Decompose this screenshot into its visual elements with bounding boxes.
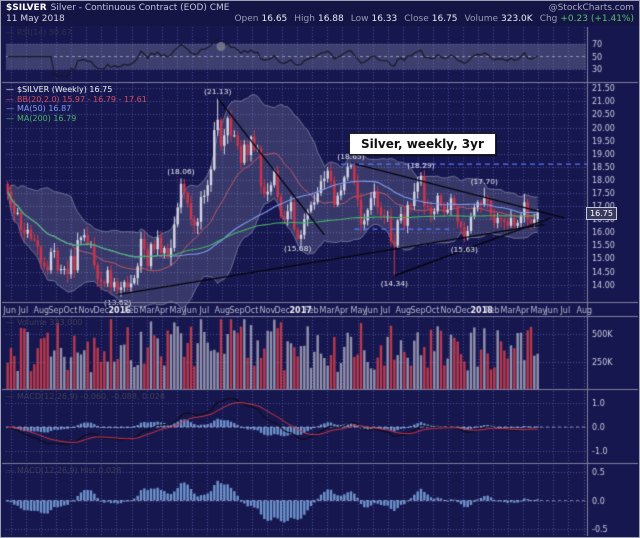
watermark: @StockCharts.com [548, 3, 634, 13]
quote-label: Low [350, 14, 369, 24]
quote-value: +0.23 (+1.41%) [560, 14, 634, 24]
quote-label: High [294, 14, 315, 24]
chart-canvas [2, 27, 638, 536]
chart-header: $SILVER Silver - Continuous Contract (EO… [1, 1, 639, 26]
quote-label: Volume [464, 14, 499, 24]
quote-strip: Open 16.65 High 16.88 Low 16.33 Close 16.75 Volu… [227, 14, 634, 25]
quote-label: Open [234, 14, 259, 24]
chart-date: 11 May 2018 [6, 14, 65, 24]
quote-value: 16.65 [261, 14, 288, 24]
ticker-symbol: $SILVER [6, 3, 47, 13]
quote-value: 16.33 [371, 14, 398, 24]
quote-label: Close [404, 14, 429, 24]
chart-title: Silver - Continuous Contract (EOD) CME [50, 3, 230, 13]
quote-value: 16.75 [431, 14, 458, 24]
quote-label: Chg [539, 14, 558, 24]
quote-value: 323.0K [501, 14, 533, 24]
quote-value: 16.88 [317, 14, 344, 24]
